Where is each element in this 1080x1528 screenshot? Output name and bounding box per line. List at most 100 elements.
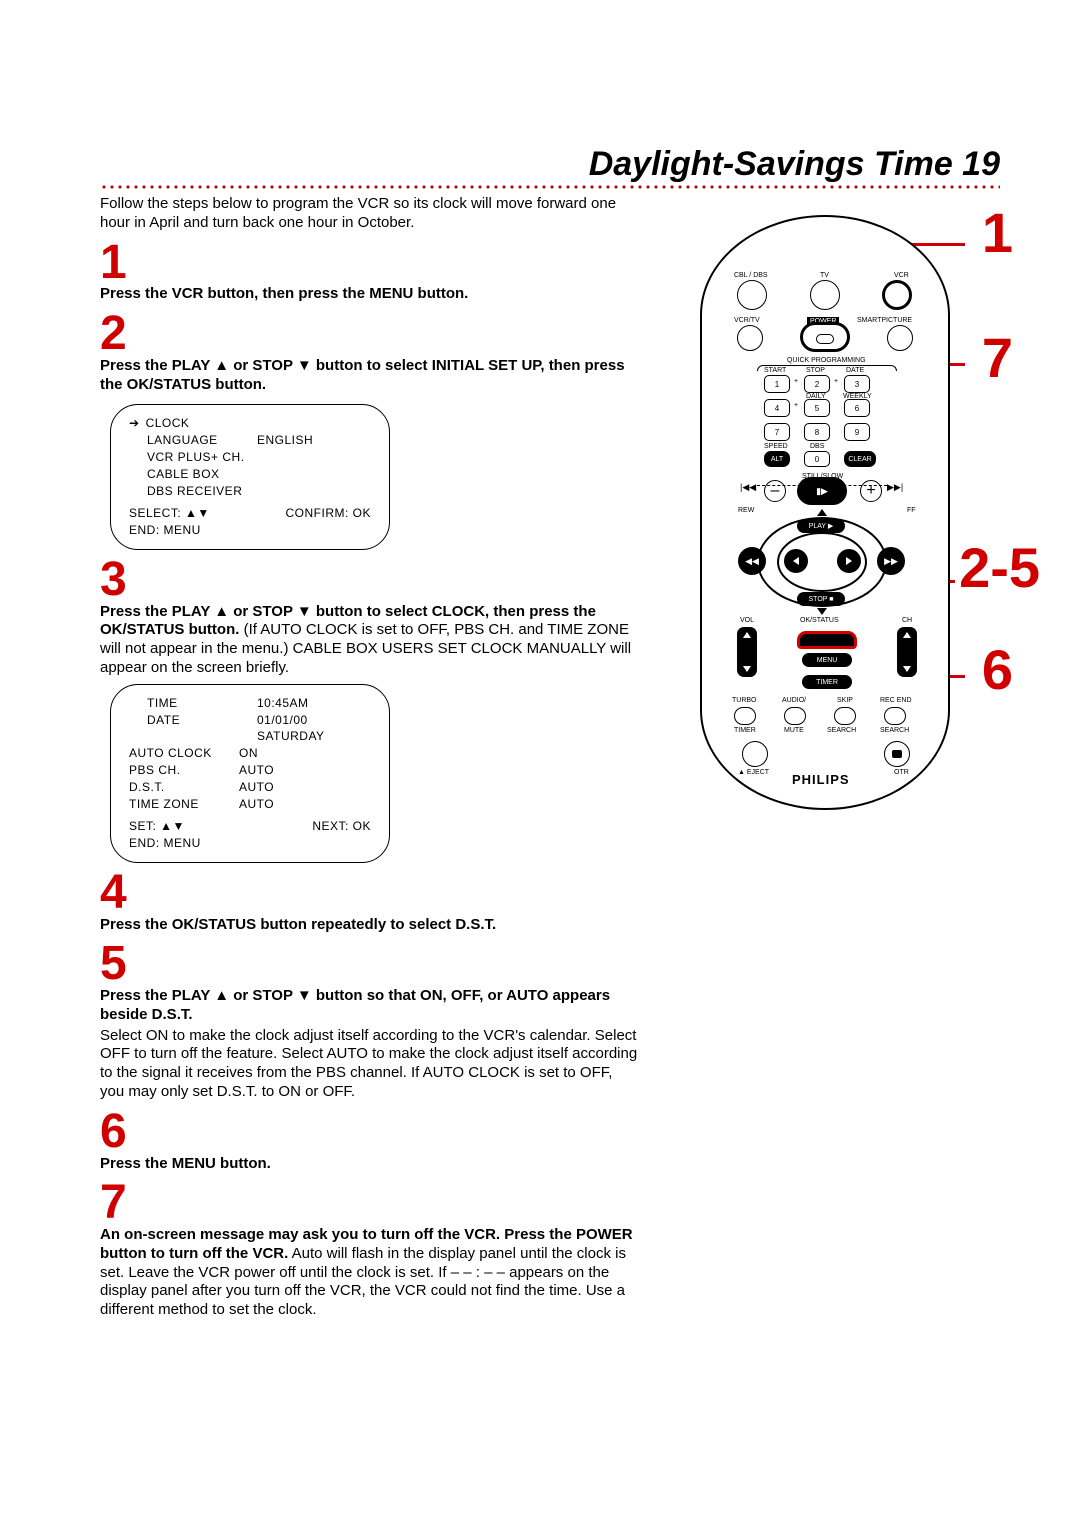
label-tv: TV — [820, 272, 829, 279]
p2-r1a: TIME — [147, 695, 257, 712]
button-turbo — [734, 707, 756, 725]
step5-heading: Press the PLAY ▲ or STOP ▼ button so tha… — [100, 987, 610, 1023]
button-minus: – — [764, 480, 786, 502]
label-stop-t: STOP — [806, 367, 825, 374]
plus-icon-2: + — [834, 378, 838, 385]
panel1-l2b: ENGLISH — [257, 432, 313, 449]
label-ch: CH — [902, 617, 912, 624]
screen-panel-1: ➔CLOCK LANGUAGEENGLISH VCR PLUS+ CH. CAB… — [110, 404, 390, 550]
p2-r6b: AUTO — [239, 779, 274, 796]
button-pause: ▮▶ — [797, 477, 847, 505]
button-cbl — [737, 280, 767, 310]
step5-body: Select ON to make the clock adjust itsel… — [100, 1027, 640, 1102]
button-smart — [887, 325, 913, 351]
label-play: PLAY ▶ — [797, 519, 845, 533]
callout-25: 2-5 — [959, 535, 1040, 600]
step4-heading: Press the OK/STATUS button repeatedly to… — [100, 916, 496, 933]
key-alt: ALT — [764, 451, 790, 467]
button-recend — [884, 707, 906, 725]
rocker-ch — [897, 627, 917, 677]
button-tv — [810, 280, 840, 310]
p2-r7a: TIME ZONE — [129, 796, 239, 813]
p2-r3b: SATURDAY — [257, 728, 325, 745]
p2-r5b: AUTO — [239, 762, 274, 779]
button-skip — [834, 707, 856, 725]
p2-r7b: AUTO — [239, 796, 274, 813]
callout-6: 6 — [982, 637, 1013, 702]
button-plus: + — [860, 480, 882, 502]
button-otr — [884, 741, 910, 767]
p2-r5a: PBS CH. — [129, 762, 239, 779]
rewind-bar-icon: |◀◀ — [740, 482, 756, 493]
label-skip: SKIP — [837, 697, 853, 704]
label-speed: SPEED — [764, 443, 788, 450]
divider-dotted — [100, 185, 1000, 189]
page-title: Daylight-Savings Time 19 — [589, 145, 1000, 184]
brand-label: PHILIPS — [792, 772, 850, 787]
panel1-f1: SELECT: ▲▼ — [129, 505, 210, 522]
key-3: 3 — [844, 375, 870, 393]
panel1-l2a: LANGUAGE — [147, 432, 257, 449]
key-4: 4 — [764, 399, 790, 417]
screen-panel-2: TIME10:45AM DATE01/01/00 SATURDAY AUTO C… — [110, 684, 390, 863]
remote-body: CBL / DBS TV VCR VCR/TV POWER SMARTPICTU… — [700, 215, 950, 810]
button-ok-status — [797, 631, 857, 649]
step-number-4: 4 — [100, 873, 640, 914]
key-1: 1 — [764, 375, 790, 393]
step-number-6: 6 — [100, 1112, 640, 1153]
label-rew: REW — [738, 507, 754, 514]
remote-illustration: 1 7 2-5 6 CBL / DBS TV VCR VCR/TV POWER … — [665, 215, 985, 810]
key-8: 8 — [804, 423, 830, 441]
label-date: DATE — [846, 367, 864, 374]
step-number-1: 1 — [100, 243, 640, 284]
p2-r2a: DATE — [147, 712, 257, 729]
steps-column: 1 Press the VCR button, then press the M… — [100, 243, 640, 1320]
panel1-f2: CONFIRM: OK — [286, 505, 372, 522]
panel1-l4: CABLE BOX — [147, 466, 220, 483]
p2-r1b: 10:45AM — [257, 695, 309, 712]
button-power — [800, 322, 850, 352]
button-left — [784, 549, 808, 573]
key-7: 7 — [764, 423, 790, 441]
label-vol: VOL — [740, 617, 754, 624]
button-rew: ◀◀ — [738, 547, 766, 575]
key-9: 9 — [844, 423, 870, 441]
label-vcr: VCR — [894, 272, 909, 279]
p2-f2: NEXT: OK — [312, 818, 371, 835]
p2-r4b: ON — [239, 745, 258, 762]
label-qp: QUICK PROGRAMMING — [787, 357, 866, 364]
plus-icon-1: + — [794, 378, 798, 385]
step6-heading: Press the MENU button. — [100, 1155, 271, 1172]
panel1-f3: END: MENU — [129, 523, 201, 537]
button-menu: MENU — [802, 653, 852, 667]
step1-heading: Press the VCR button, then press the MEN… — [100, 285, 468, 302]
p2-r3a — [147, 728, 257, 745]
panel1-l3: VCR PLUS+ CH. — [147, 449, 245, 466]
label-cbl: CBL / DBS — [734, 272, 768, 279]
key-2: 2 — [804, 375, 830, 393]
p2-f1: SET: ▲▼ — [129, 818, 185, 835]
label-mute: MUTE — [784, 727, 804, 734]
panel1-l1: CLOCK — [146, 415, 190, 432]
button-audio — [784, 707, 806, 725]
button-right — [837, 549, 861, 573]
step-number-2: 2 — [100, 314, 640, 355]
label-eject: ▲ EJECT — [738, 769, 769, 776]
label-audio: AUDIO/ — [782, 697, 806, 704]
callout-1: 1 — [982, 200, 1013, 265]
p2-f3: END: MENU — [129, 836, 201, 850]
label-search2: SEARCH — [880, 727, 909, 734]
label-daily: DAILY — [806, 393, 826, 400]
down-arrow-icon — [817, 608, 827, 615]
key-clear: CLEAR — [844, 451, 876, 467]
rocker-vol — [737, 627, 757, 677]
step-number-7: 7 — [100, 1183, 640, 1224]
p2-r6a: D.S.T. — [129, 779, 239, 796]
label-weekly: WEEKLY — [843, 393, 872, 400]
key-6: 6 — [844, 399, 870, 417]
label-timer2: TIMER — [734, 727, 756, 734]
label-dbs: DBS — [810, 443, 824, 450]
key-0: 0 — [804, 451, 830, 467]
callout-7: 7 — [982, 325, 1013, 390]
label-search: SEARCH — [827, 727, 856, 734]
